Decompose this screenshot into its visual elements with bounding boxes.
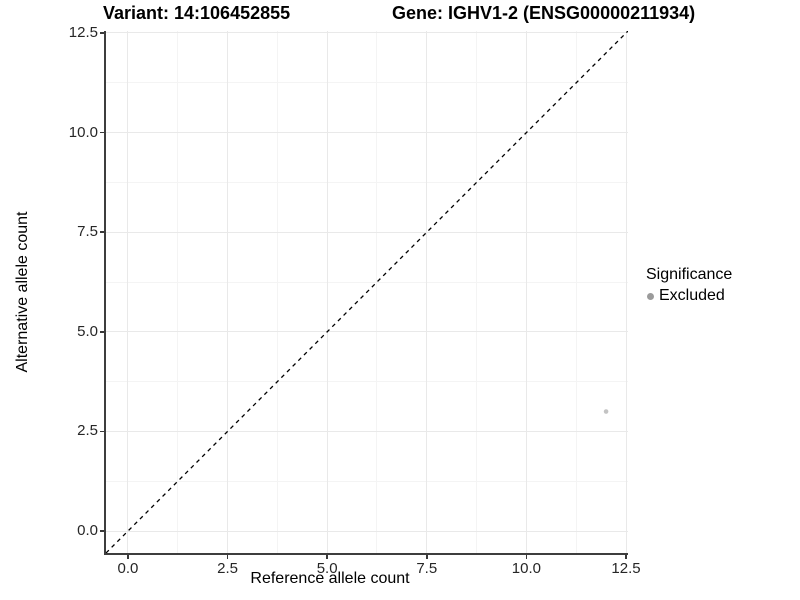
legend-item-label: Excluded (659, 287, 725, 304)
gridline-minor-x (476, 31, 478, 553)
x-tick-mark (226, 555, 229, 559)
gridline-major-y (106, 530, 628, 532)
y-tick-mark (100, 530, 104, 532)
legend-items: Excluded (646, 287, 732, 305)
y-tick-mark (100, 331, 104, 333)
gridline-major-y (106, 32, 628, 34)
y-tick-label: 10.0 (68, 123, 98, 141)
data-point (603, 409, 609, 414)
gridline-minor-x (376, 31, 378, 553)
gridline-minor-y (106, 181, 628, 183)
y-tick-mark (100, 131, 104, 134)
y-tick-label: 7.5 (77, 223, 98, 241)
gridline-major-x (326, 31, 328, 553)
x-tick-label: 10.0 (511, 560, 541, 577)
y-tick-label: 12.5 (68, 24, 98, 41)
gridline-minor-x (575, 31, 577, 553)
plot-title-variant: Variant: 14:106452855 (103, 3, 291, 23)
gridline-minor-y (106, 82, 628, 84)
x-tick-mark (326, 555, 328, 559)
legend-title: Significance (646, 266, 733, 283)
gridline-major-x (127, 31, 129, 553)
y-tick-label: 5.0 (77, 322, 98, 340)
gridline-major-x (227, 31, 229, 553)
gridline-major-y (106, 331, 628, 333)
gridline-major-y (106, 430, 628, 432)
x-tick-mark (127, 555, 129, 559)
y-axis-title: Alternative allele count (14, 211, 31, 373)
legend-item: Excluded (646, 287, 732, 305)
x-axis-line (104, 553, 628, 555)
gridline-minor-x (276, 31, 278, 553)
y-tick-mark (100, 32, 104, 34)
y-tick-mark (100, 231, 104, 233)
plot-canvas (106, 31, 628, 553)
identity-line (106, 31, 628, 553)
x-tick-mark (426, 555, 428, 559)
x-tick-label: 0.0 (117, 560, 139, 577)
y-tick-label: 2.5 (77, 422, 98, 440)
legend: Significance Excluded (646, 266, 732, 305)
gridline-minor-y (106, 480, 628, 482)
x-tick-mark (525, 555, 528, 559)
y-tick-mark (100, 430, 104, 433)
gridline-major-x (625, 31, 627, 553)
plot-panel (106, 31, 628, 553)
x-tick-mark (625, 555, 627, 559)
gridline-major-y (106, 132, 628, 134)
x-tick-label: 2.5 (217, 560, 238, 577)
x-tick-label: 7.5 (416, 560, 438, 577)
y-tick-label: 0.0 (77, 522, 98, 540)
gridline-major-x (426, 31, 428, 553)
x-axis-title: Reference allele count (250, 570, 410, 587)
gridline-major-y (106, 231, 628, 233)
x-tick-label: 12.5 (611, 560, 641, 577)
gridline-minor-x (177, 31, 179, 553)
gridline-minor-y (106, 381, 628, 383)
gridline-major-x (525, 31, 527, 553)
plot-title-gene: Gene: IGHV1-2 (ENSG00000211934) (392, 3, 696, 23)
legend-key-dot-icon (647, 292, 654, 300)
gridline-minor-y (106, 281, 628, 283)
